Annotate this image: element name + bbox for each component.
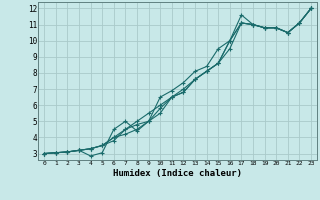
X-axis label: Humidex (Indice chaleur): Humidex (Indice chaleur) <box>113 169 242 178</box>
